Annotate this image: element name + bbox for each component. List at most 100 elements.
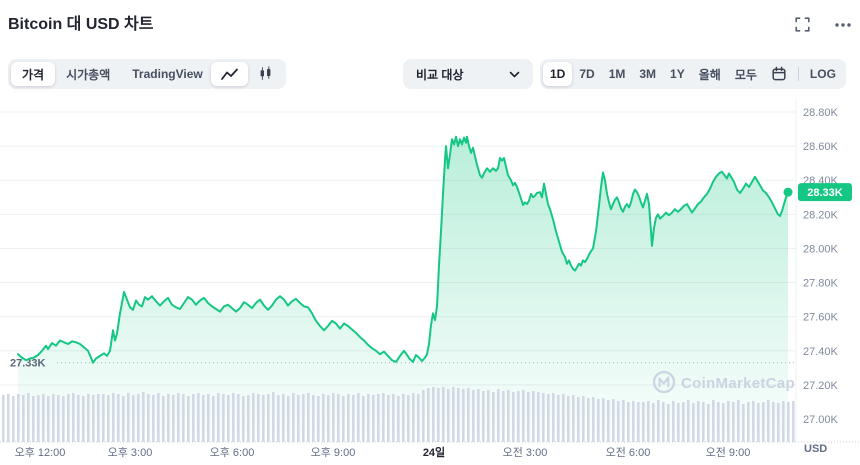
volume-bar bbox=[237, 394, 240, 442]
fullscreen-icon[interactable] bbox=[793, 15, 812, 34]
volume-bar bbox=[692, 403, 695, 442]
volume-bar bbox=[92, 395, 95, 442]
volume-bar bbox=[547, 394, 550, 442]
x-axis-label: 오후 9:00 bbox=[311, 446, 356, 459]
volume-bar bbox=[762, 402, 765, 442]
volume-bar bbox=[22, 395, 25, 442]
volume-bar bbox=[532, 391, 535, 442]
compare-dropdown[interactable]: 비교 대상 bbox=[403, 59, 533, 89]
volume-bar bbox=[632, 401, 635, 442]
candlestick-chart-icon[interactable] bbox=[248, 62, 283, 86]
volume-bar bbox=[52, 394, 55, 442]
volume-bar bbox=[302, 394, 305, 442]
volume-bar bbox=[127, 393, 130, 442]
volume-bar bbox=[407, 395, 410, 442]
volume-bar bbox=[212, 396, 215, 442]
volume-bar bbox=[367, 394, 370, 442]
volume-bar bbox=[292, 393, 295, 442]
volume-bar bbox=[122, 396, 125, 442]
range-1y[interactable]: 1Y bbox=[663, 62, 692, 86]
volume-bar bbox=[272, 392, 275, 442]
volume-bar bbox=[662, 402, 665, 442]
volume-bar bbox=[7, 394, 10, 442]
volume-bar bbox=[82, 396, 85, 442]
volume-bar bbox=[197, 393, 200, 442]
volume-bar bbox=[777, 403, 780, 442]
volume-bar bbox=[352, 395, 355, 442]
volume-bar bbox=[382, 393, 385, 442]
y-axis-label: 28.80K bbox=[803, 107, 839, 119]
range-ytd[interactable]: 올해 bbox=[692, 62, 728, 86]
volume-bar bbox=[397, 396, 400, 442]
volume-bar bbox=[757, 403, 760, 442]
more-options-icon[interactable] bbox=[832, 20, 854, 30]
compare-label: 비교 대상 bbox=[416, 67, 464, 82]
volume-bar bbox=[142, 392, 145, 442]
x-axis-label: 오후 3:00 bbox=[108, 446, 153, 459]
volume-bar bbox=[622, 400, 625, 442]
line-chart-icon[interactable] bbox=[211, 62, 248, 86]
volume-bar bbox=[787, 402, 790, 442]
volume-bar bbox=[582, 396, 585, 442]
volume-bar bbox=[157, 393, 160, 442]
volume-bar bbox=[772, 402, 775, 442]
range-7d[interactable]: 7D bbox=[572, 62, 601, 86]
volume-bar bbox=[682, 402, 685, 442]
y-axis-label: 27.00K bbox=[803, 414, 839, 426]
volume-bar bbox=[72, 393, 75, 442]
y-axis-label: 28.00K bbox=[803, 243, 839, 255]
chart-type-toggle-group bbox=[208, 59, 286, 89]
volume-bar bbox=[337, 394, 340, 442]
volume-bar bbox=[507, 390, 510, 442]
price-chart[interactable]: 27.33K CoinMarketCap 28.80K 28.60K 28.40K 28.… bbox=[0, 100, 860, 465]
price-area bbox=[18, 136, 788, 440]
volume-bar bbox=[342, 396, 345, 442]
volume-bar bbox=[37, 395, 40, 442]
volume-bar bbox=[697, 401, 700, 442]
volume-bar bbox=[12, 396, 15, 442]
volume-bar bbox=[277, 395, 280, 442]
volume-bar bbox=[482, 391, 485, 442]
volume-bar bbox=[392, 394, 395, 442]
volume-bar bbox=[627, 402, 630, 442]
volume-bar bbox=[792, 401, 795, 442]
volume-bar bbox=[612, 399, 615, 442]
volume-bar bbox=[327, 395, 330, 442]
volume-bar bbox=[577, 397, 580, 442]
volume-bar bbox=[307, 393, 310, 442]
volume-bar bbox=[377, 394, 380, 442]
volume-bar bbox=[617, 401, 620, 442]
volume-bar bbox=[42, 394, 45, 442]
volume-bar bbox=[137, 394, 140, 442]
range-1m[interactable]: 1M bbox=[602, 62, 633, 86]
volume-bar bbox=[522, 390, 525, 442]
tab-tradingview[interactable]: TradingView bbox=[121, 62, 213, 86]
volume-bar bbox=[672, 401, 675, 442]
volume-bar bbox=[642, 402, 645, 442]
tab-price[interactable]: 가격 bbox=[11, 62, 56, 86]
volume-bar bbox=[2, 395, 5, 442]
volume-bar bbox=[207, 394, 210, 442]
volume-bar bbox=[347, 394, 350, 442]
volume-bar bbox=[427, 388, 430, 442]
range-1d[interactable]: 1D bbox=[543, 62, 573, 86]
tab-market-cap[interactable]: 시가총액 bbox=[55, 62, 121, 86]
watermark-logo-icon bbox=[652, 370, 676, 394]
log-scale-button[interactable]: LOG bbox=[803, 62, 843, 86]
volume-bar bbox=[552, 393, 555, 442]
volume-bar bbox=[437, 388, 440, 442]
volume-bar bbox=[287, 396, 290, 442]
volume-bar bbox=[527, 392, 530, 442]
calendar-icon[interactable] bbox=[764, 62, 794, 86]
volume-bar bbox=[17, 394, 20, 442]
chart-canvas: 27.33KCoinMarketCap28.80K28.60K28.40K28.… bbox=[0, 100, 860, 459]
volume-bar bbox=[132, 395, 135, 442]
volume-bar bbox=[417, 394, 420, 442]
volume-bar bbox=[87, 394, 90, 442]
volume-bar bbox=[182, 394, 185, 442]
volume-bar bbox=[502, 391, 505, 442]
range-3m[interactable]: 3M bbox=[632, 62, 663, 86]
range-all[interactable]: 모두 bbox=[728, 62, 764, 86]
y-axis-label: 28.60K bbox=[803, 141, 839, 153]
